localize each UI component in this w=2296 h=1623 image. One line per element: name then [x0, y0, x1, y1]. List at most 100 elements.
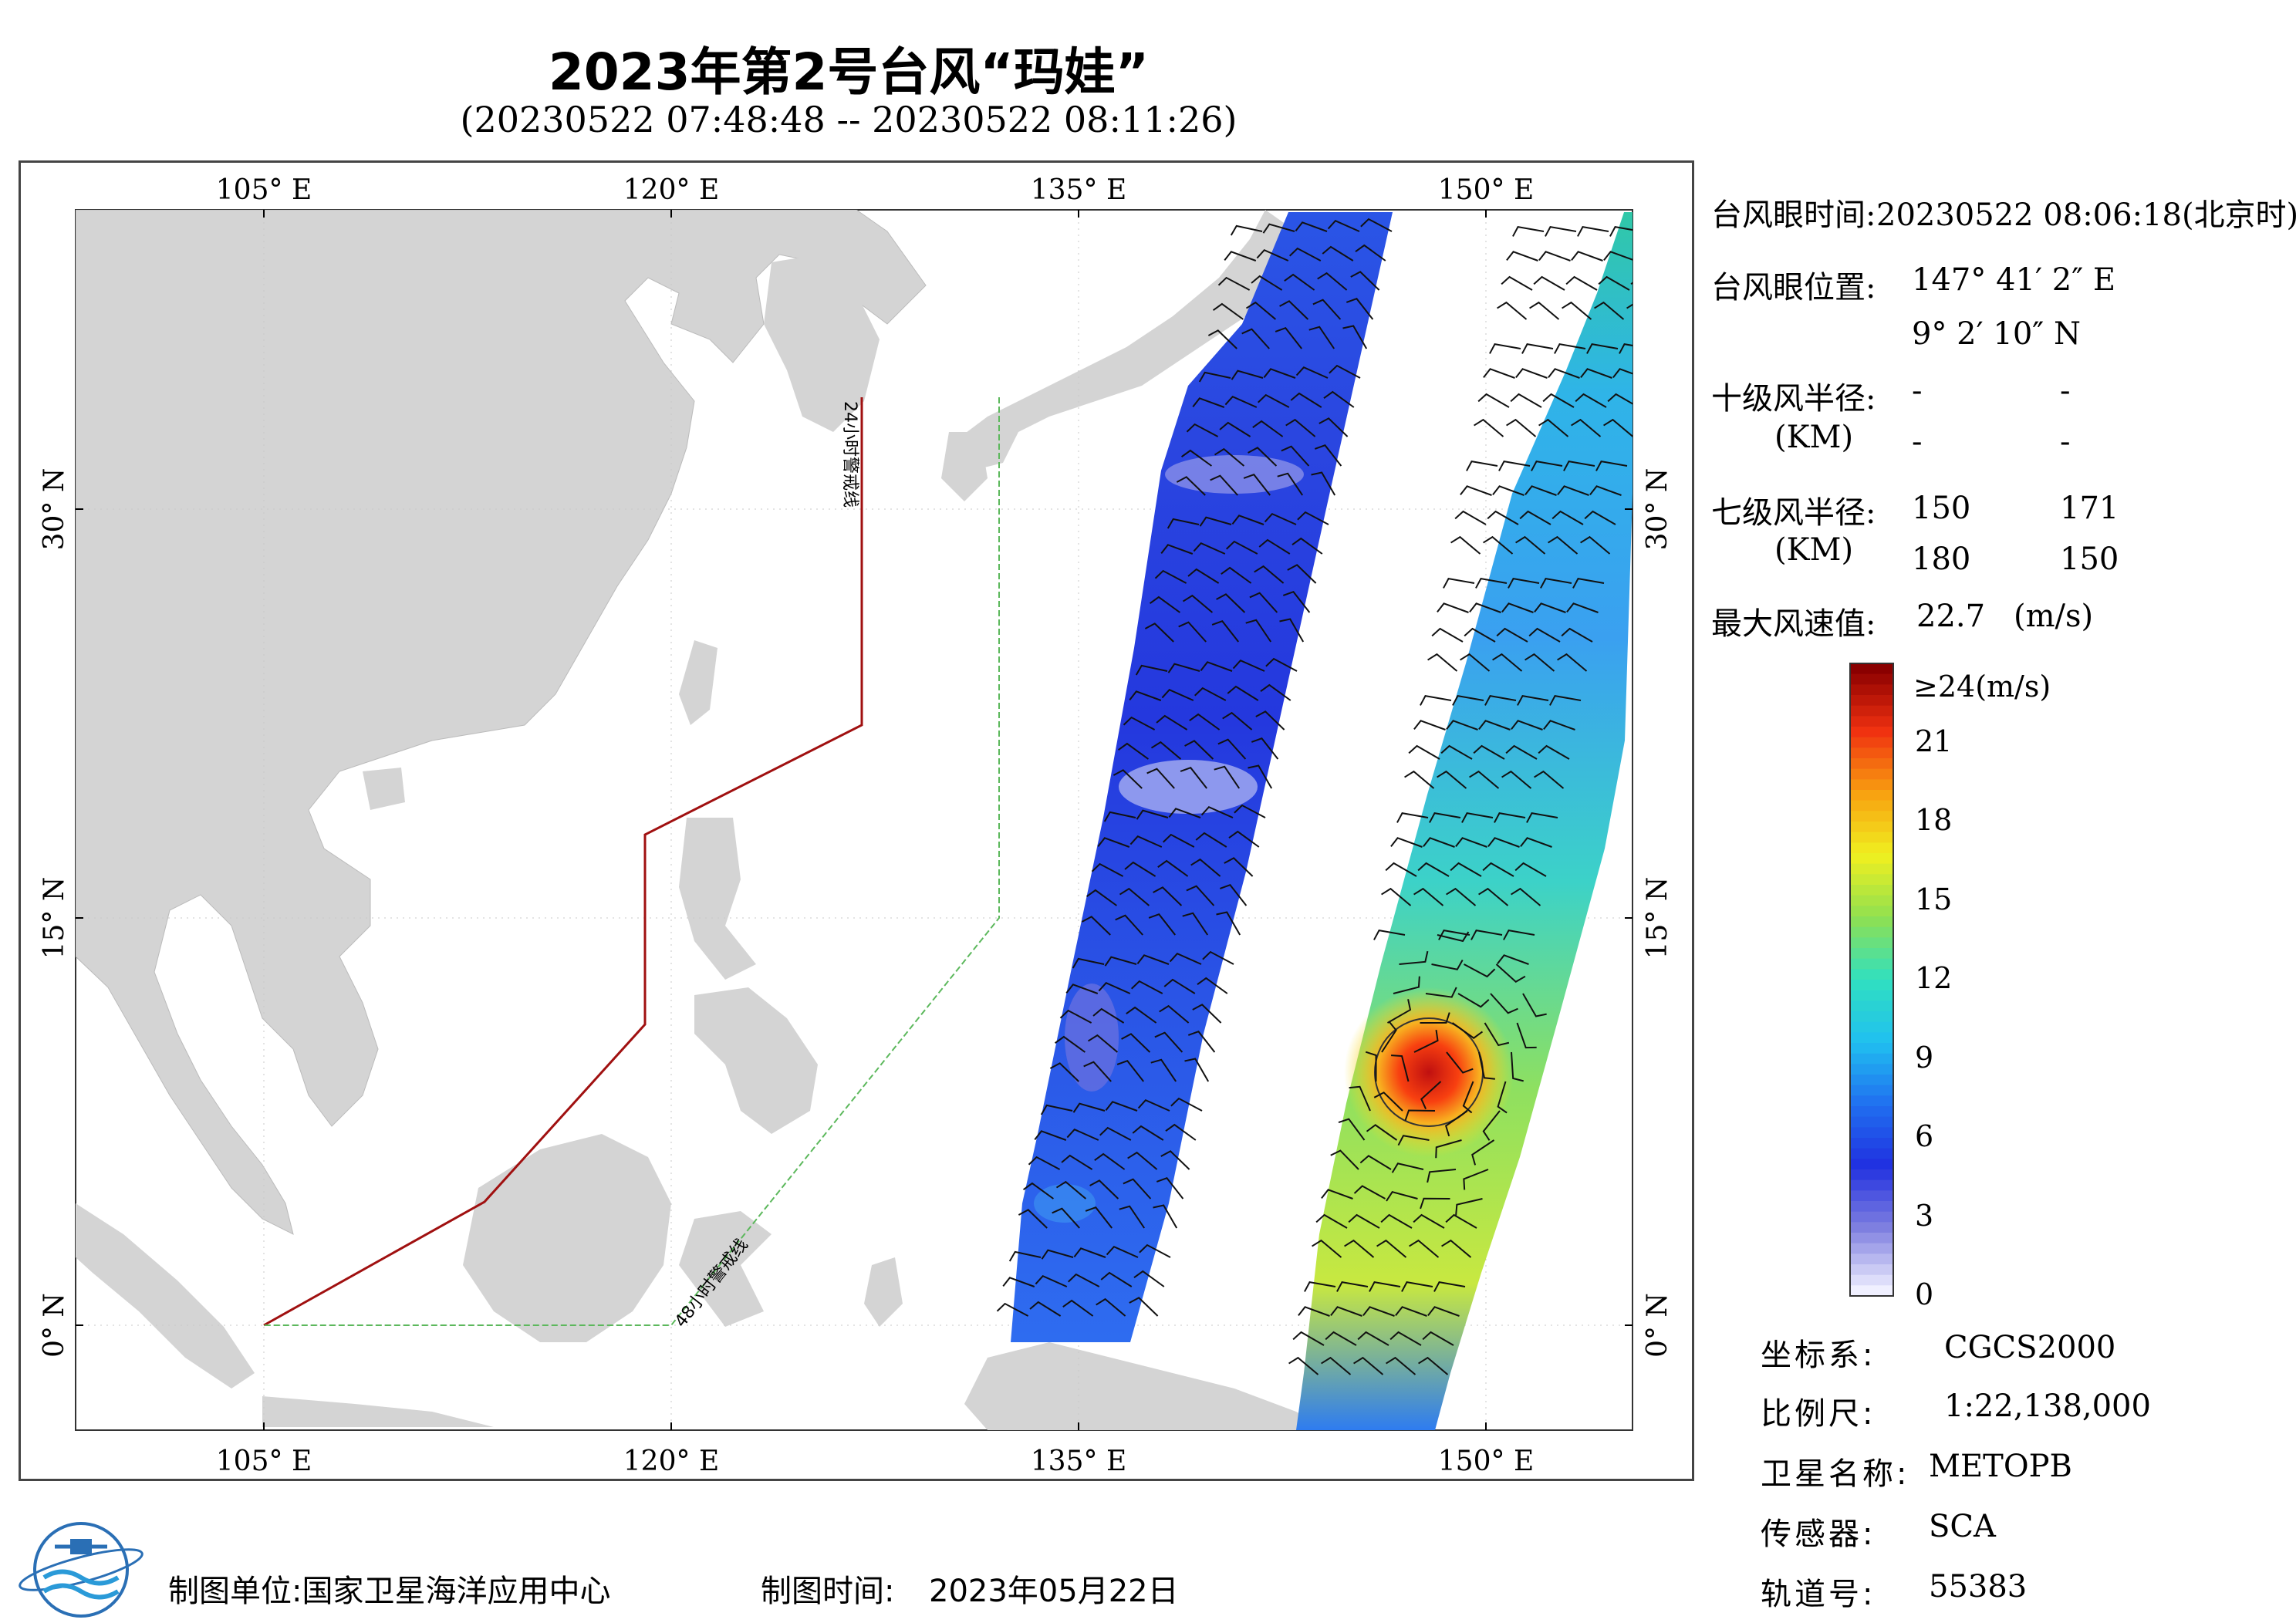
- wind-barb: [1217, 276, 1251, 291]
- wind-barb: [1295, 221, 1328, 232]
- wind-barb: [1389, 1331, 1422, 1346]
- wind-barb: [1150, 1058, 1177, 1082]
- land-asia-mainland: [76, 210, 927, 1235]
- wind-speed-colorbar: [1849, 663, 1894, 1297]
- land-japan: [957, 210, 1296, 471]
- wind-barb: [1561, 627, 1593, 643]
- wind-barb: [1139, 1243, 1171, 1258]
- nsoas-logo: [19, 1522, 144, 1618]
- wind-barb: [1157, 859, 1189, 877]
- wind-barb: [1096, 1297, 1126, 1317]
- wind-barb: [1451, 1022, 1484, 1039]
- colorbar-segment: [1850, 863, 1893, 876]
- wind-barb: [1072, 957, 1105, 969]
- wind-barb: [1207, 329, 1237, 349]
- wind-barb: [1098, 981, 1131, 994]
- r10-value-ne: -: [1912, 373, 1923, 409]
- colorbar-segment: [1850, 1075, 1893, 1086]
- wind-barb: [1258, 538, 1291, 555]
- lon-labels-top: 105° E 120° E 135° E 150° E: [216, 174, 1534, 206]
- wind-barb: [1224, 251, 1257, 262]
- wind-barb: [1312, 299, 1342, 320]
- land-new-guinea: [964, 1342, 1327, 1430]
- orbit-label: 轨道号:: [1761, 1577, 1876, 1612]
- wind-barb: [1263, 368, 1296, 379]
- wind-barb: [1100, 1271, 1133, 1287]
- wind-barb: [1097, 837, 1130, 848]
- wind-barb: [1551, 510, 1584, 525]
- wind-barb: [1420, 1197, 1450, 1210]
- lon-tick-label: 150° E: [1438, 174, 1534, 206]
- colorbar-segment: [1850, 1159, 1893, 1170]
- wind-barb: [1119, 887, 1150, 906]
- colorbar-segment: [1850, 737, 1893, 749]
- r7-value-nw: 150: [2060, 542, 2119, 577]
- colorbar-segment: [1850, 926, 1893, 939]
- wind-barb: [1529, 301, 1560, 320]
- wind-barb: [1150, 741, 1182, 760]
- wind-barb: [1427, 653, 1458, 672]
- wind-barb: [1545, 225, 1577, 237]
- wind-barb: [1501, 602, 1534, 613]
- wind-barb: [1342, 325, 1368, 349]
- wind-barb: [1338, 1118, 1366, 1141]
- wind-barb: [1643, 227, 1673, 236]
- colorbar-tick-label: 3: [1915, 1198, 1934, 1233]
- land-sumatra: [76, 1203, 255, 1388]
- wind-barb: [1420, 1081, 1442, 1110]
- wind-barb: [1565, 275, 1598, 291]
- wind-barb: [1224, 395, 1258, 408]
- colorbar-segment: [1850, 1190, 1893, 1202]
- wind-barb: [1226, 540, 1258, 555]
- wind-barb: [1391, 1162, 1424, 1173]
- eye-time-label: 台风眼时间:: [1711, 197, 1876, 233]
- wind-barb: [1086, 889, 1117, 906]
- colorbar-segment: [1850, 800, 1893, 812]
- wind-barb: [1517, 694, 1549, 706]
- wind-barb: [1454, 510, 1487, 525]
- wind-barb: [1106, 1245, 1139, 1258]
- wind-barb: [1469, 770, 1500, 789]
- wind-barb: [1115, 914, 1143, 936]
- wind-barb: [1187, 1031, 1216, 1053]
- wind-barb: [1160, 1150, 1190, 1170]
- wind-barb: [1284, 273, 1315, 291]
- wind-barb: [1002, 1277, 1035, 1287]
- wind-barbs: [996, 218, 1673, 1375]
- wind-barb: [1193, 542, 1226, 555]
- wind-barb: [1348, 1213, 1380, 1229]
- eye-latitude: 9° 2′ 10″ N: [1912, 316, 2081, 352]
- r10-value-nw: -: [2060, 424, 2071, 460]
- wind-barb: [1595, 460, 1628, 471]
- wind-barb: [1521, 342, 1554, 354]
- wind-barb: [1103, 811, 1136, 822]
- wind-barb: [1129, 690, 1162, 701]
- wind-barb: [1198, 371, 1231, 383]
- production-date-label: 制图时间:: [761, 1574, 895, 1609]
- wind-barb: [1496, 627, 1528, 643]
- wind-barb: [1192, 397, 1225, 408]
- wind-barb: [1572, 577, 1605, 589]
- wind-barb: [1455, 837, 1487, 848]
- wind-barb: [1446, 887, 1477, 906]
- wind-barb: [1534, 602, 1566, 613]
- r10-label: 十级风半径:: [1711, 381, 1876, 417]
- wind-barb: [1227, 685, 1259, 701]
- wind-barb: [1228, 830, 1260, 848]
- wind-barb: [1321, 1189, 1353, 1200]
- wind-barb: [1059, 1009, 1092, 1024]
- wind-barb: [1092, 1007, 1125, 1024]
- warning-line-48h: [264, 397, 1000, 1326]
- wind-barb: [1292, 537, 1323, 555]
- lon-tick-label: 135° E: [1031, 1446, 1126, 1477]
- wind-barb: [1373, 1092, 1403, 1112]
- wind-barb: [1212, 302, 1244, 320]
- wind-barb: [1127, 1151, 1158, 1170]
- wind-barb: [1072, 1102, 1106, 1113]
- colorbar-segment: [1850, 758, 1893, 770]
- wind-barb: [1450, 862, 1482, 877]
- wind-barb: [1557, 653, 1588, 672]
- wind-barb: [1325, 1331, 1357, 1346]
- colorbar-segment: [1850, 1053, 1893, 1065]
